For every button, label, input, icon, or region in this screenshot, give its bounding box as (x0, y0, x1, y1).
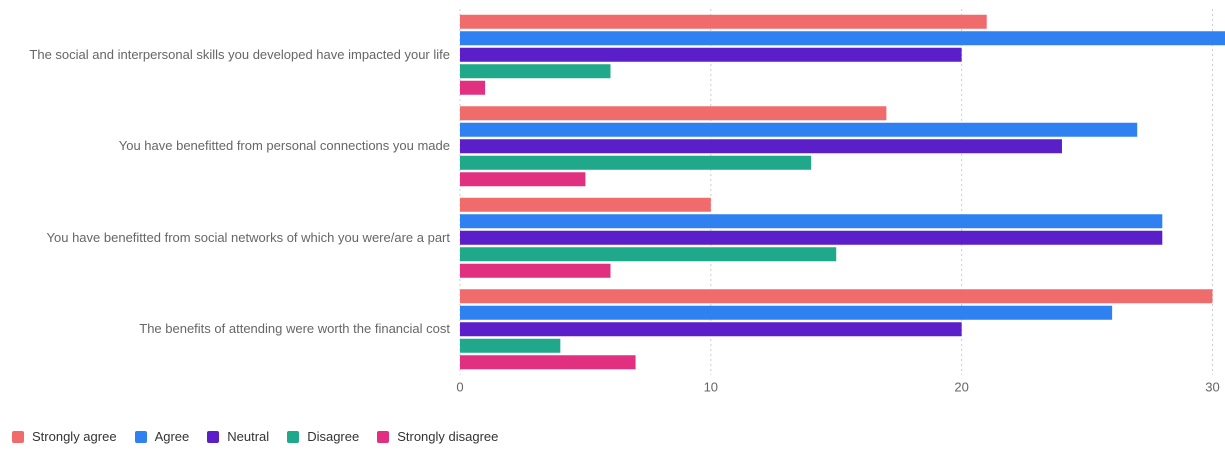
bar (460, 64, 611, 79)
legend-swatch (12, 430, 24, 443)
legend-label: Strongly disagree (397, 429, 499, 444)
legend-item: Strongly agree (12, 429, 117, 444)
bar (460, 139, 1062, 154)
bar (460, 338, 561, 353)
category-label: The benefits of attending were worth the… (139, 321, 450, 337)
bar (460, 155, 812, 170)
bar (460, 106, 887, 121)
legend-swatch (134, 430, 147, 443)
bar (460, 263, 611, 278)
bar (460, 31, 1225, 46)
legend-label: Neutral (227, 429, 270, 444)
legend-swatch (377, 430, 390, 443)
legend-item: Disagree (287, 429, 359, 444)
plot: 0 10 20 30 (456, 9, 1225, 394)
x-tick-label: 10 (704, 379, 718, 394)
bar (460, 122, 1138, 137)
bar (460, 14, 987, 29)
bar (460, 289, 1213, 304)
bars (460, 14, 1225, 370)
legend-label: Strongly agree (32, 429, 117, 444)
x-tick-label: 0 (456, 379, 463, 394)
legend-swatch (207, 430, 220, 443)
category-label: The social and interpersonal skills you … (29, 46, 450, 62)
legend-label: Agree (154, 429, 190, 444)
bar (460, 214, 1163, 229)
bar (460, 47, 962, 62)
x-tick-label: 30 (1205, 379, 1219, 394)
legend-item: Strongly disagree (377, 429, 498, 444)
bar (460, 305, 1113, 320)
bar (460, 322, 962, 337)
bar (460, 247, 837, 262)
legend-item: Agree (134, 429, 190, 444)
legend-item: Neutral (207, 429, 269, 444)
category-label: You have benefitted from personal connec… (118, 138, 450, 154)
bar (460, 355, 636, 370)
legend-label: Disagree (307, 429, 360, 444)
bar (460, 197, 711, 212)
bar (460, 230, 1163, 245)
legend-swatch (287, 430, 300, 443)
bar (460, 80, 486, 95)
bar (460, 172, 586, 187)
x-tick-label: 20 (954, 379, 968, 394)
legend: Strongly agree Agree Neutral Disagree Strong… (12, 429, 498, 444)
category-label: You have benefitted from social networks… (46, 229, 450, 245)
